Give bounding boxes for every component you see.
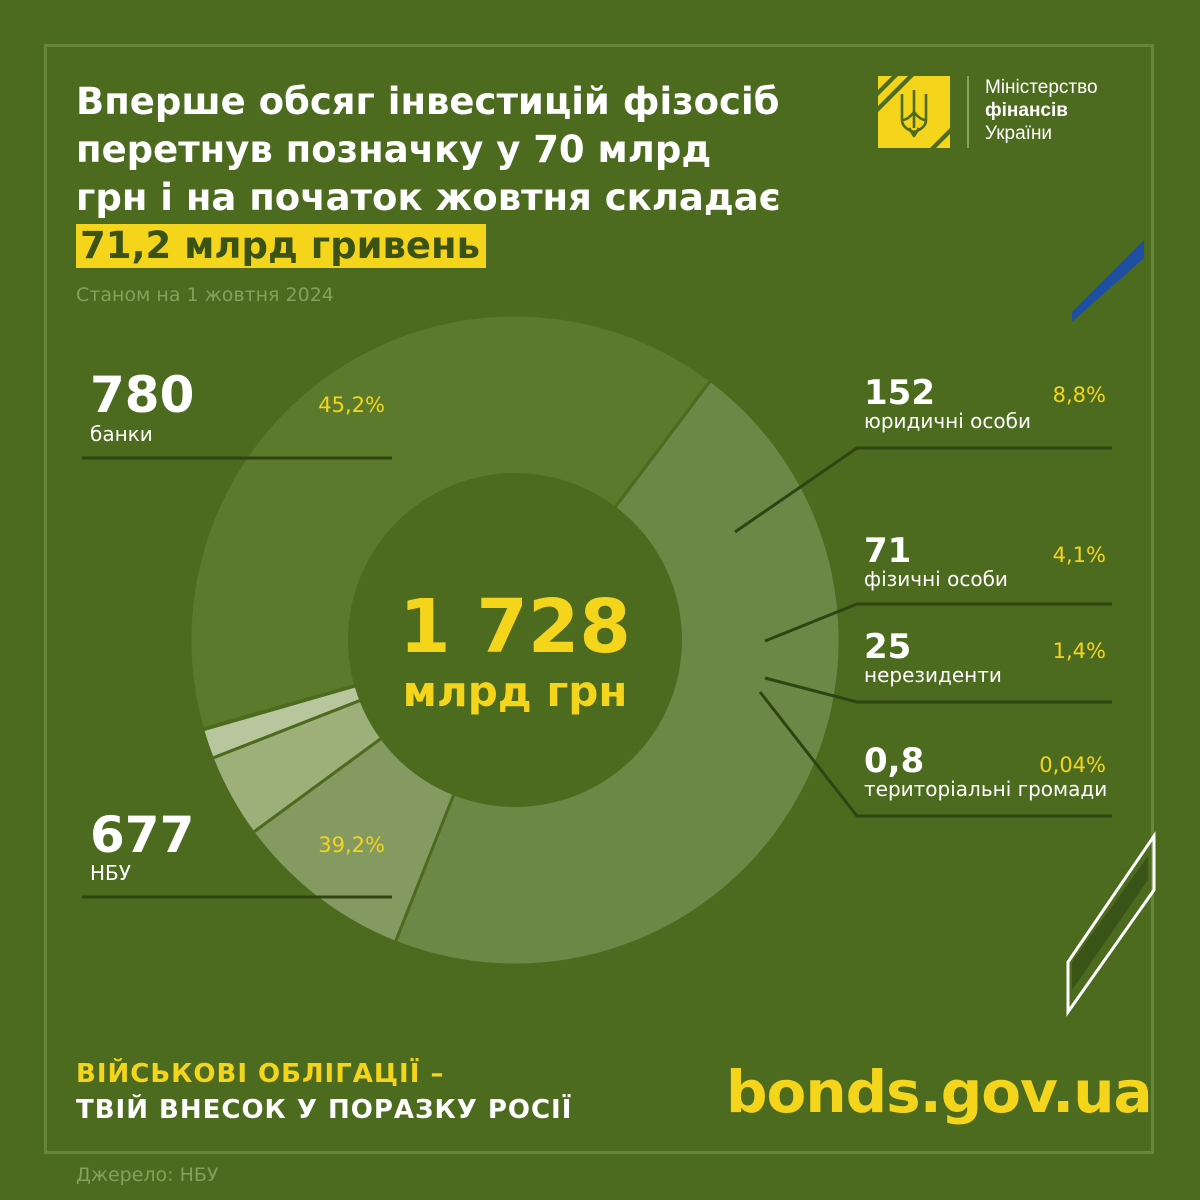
logo-divider [967,76,969,148]
page-title: Вперше обсяг інвестицій фізосіб перетнув… [76,78,876,270]
leader-line-4 [758,691,1112,818]
slice-value-0: 780 [90,366,194,424]
title-line-1: Вперше обсяг інвестицій фізосіб [76,80,780,123]
title-line-3: грн і на початок жовтня складає [76,176,781,219]
ministry-name: Міністерство фінансів України [985,76,1098,145]
date-subtitle: Станом на 1 жовтня 2024 [76,284,334,306]
slice-value-1: 152 [864,373,935,413]
slice-category-4: територіальні громади [864,777,1107,801]
source-note: Джерело: НБУ [76,1164,219,1186]
leader-line-2 [764,602,1112,643]
slice-category-3: нерезиденти [864,663,1002,687]
slice-percent-1: 8,8% [1053,383,1106,407]
slogan: ВІЙСЬКОВІ ОБЛІГАЦІЇ – ТВІЙ ВНЕСОК У ПОРА… [76,1056,572,1128]
website-link[interactable]: bonds.gov.ua [726,1058,1153,1126]
center-total-unit: млрд грн [403,667,628,716]
leader-line-1 [734,446,1112,534]
slice-value-4: 0,8 [864,741,924,781]
slice-percent-3: 1,4% [1053,639,1106,663]
slice-percent-0: 45,2% [318,393,385,417]
slice-value-3: 25 [864,627,911,667]
leader-line-3 [764,676,1112,704]
trident-icon [878,76,950,148]
slice-category-0: банки [90,422,153,446]
slogan-line-2: ТВІЙ ВНЕСОК У ПОРАЗКУ РОСІЇ [76,1095,573,1125]
ministry-line-2: фінансів [985,100,1068,121]
title-line-2: перетнув позначку у 70 млрд [76,128,712,171]
ministry-line-3: України [985,123,1053,144]
slice-value-5: 677 [90,806,194,864]
slice-category-5: НБУ [90,861,131,885]
center-total-value: 1 728 [399,584,631,670]
slice-percent-4: 0,04% [1039,753,1106,777]
slice-category-1: юридичні особи [864,409,1031,433]
slice-category-2: фізичні особи [864,567,1008,591]
ministry-line-1: Міністерство [985,77,1098,98]
slice-value-2: 71 [864,531,911,571]
slogan-line-1: ВІЙСЬКОВІ ОБЛІГАЦІЇ – [76,1059,445,1089]
slice-percent-5: 39,2% [318,833,385,857]
donut-hole [348,473,682,807]
title-highlight: 71,2 млрд гривень [76,224,486,268]
slice-percent-2: 4,1% [1053,543,1106,567]
outer-frame [44,44,1154,1154]
